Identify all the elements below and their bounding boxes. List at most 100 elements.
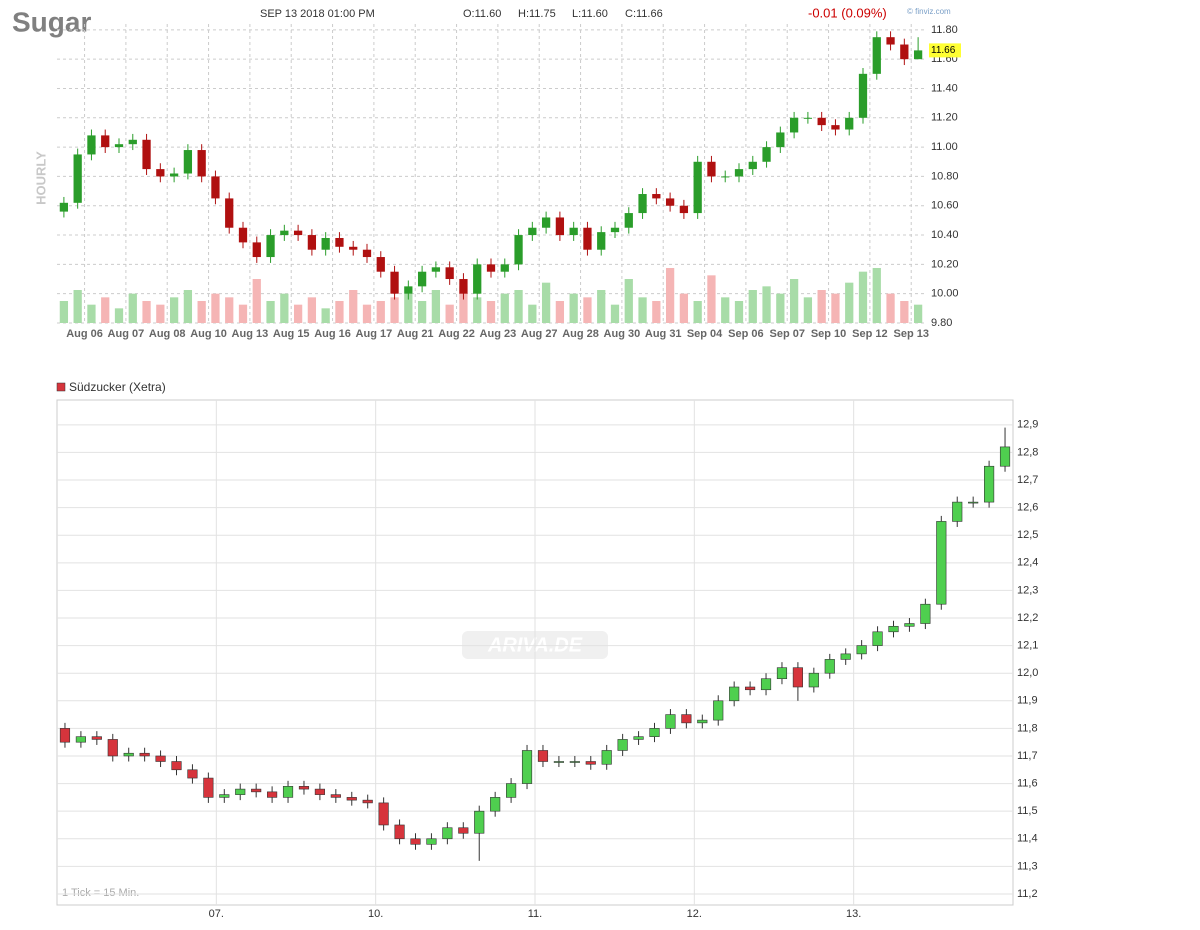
- volume-bar: [128, 293, 137, 323]
- y-tick-label: 11.60: [931, 53, 958, 65]
- volume-bar: [886, 293, 895, 323]
- volume-bar: [748, 290, 757, 323]
- x-tick-label: 13.: [846, 908, 861, 920]
- candle-body: [330, 794, 341, 798]
- volume-bar: [679, 293, 689, 323]
- candle-body: [762, 147, 771, 162]
- volume-bar: [59, 301, 69, 323]
- y-tick-label: 10.40: [931, 229, 959, 241]
- y-tick-label: 12,2: [1017, 612, 1038, 624]
- candle-body: [760, 678, 772, 691]
- x-tick-label: Aug 17: [356, 328, 393, 340]
- y-tick-label: 12,8: [1017, 446, 1038, 458]
- candle-body: [665, 198, 675, 206]
- change: -0.01 (0.09%): [808, 5, 887, 20]
- candle-body: [169, 173, 179, 177]
- last-price-box: [929, 43, 961, 58]
- volume-bar: [431, 290, 441, 323]
- quote-high: H:11.75: [518, 8, 556, 20]
- x-tick-label: 11.: [528, 908, 542, 920]
- y-tick-label: 11,5: [1017, 805, 1038, 817]
- candle-body: [335, 237, 344, 247]
- candle-body: [952, 501, 963, 522]
- candle-body: [555, 217, 565, 236]
- volume-bar: [349, 290, 358, 323]
- volume-bar: [831, 293, 840, 323]
- x-tick-label: Aug 23: [480, 328, 517, 340]
- y-tick-label: 10.20: [931, 258, 959, 270]
- candle-body: [293, 230, 303, 236]
- x-tick-label: Sep 04: [687, 328, 723, 340]
- candle-body: [999, 446, 1011, 467]
- volume-bar: [583, 297, 592, 323]
- candle-body: [410, 838, 421, 845]
- volume-bar: [845, 282, 854, 323]
- candle-body: [858, 73, 868, 118]
- candle-body: [238, 227, 248, 243]
- x-tick-label: Aug 08: [149, 328, 186, 340]
- candle-body: [679, 205, 689, 214]
- candle-body: [649, 728, 660, 737]
- candle-body: [904, 623, 915, 627]
- candle-body: [537, 750, 549, 762]
- volume-bar: [473, 297, 482, 323]
- candle-body: [776, 132, 785, 148]
- candle-body: [156, 169, 165, 177]
- candle-body: [431, 267, 441, 272]
- candle-body: [346, 797, 357, 801]
- volume-bar: [569, 293, 578, 323]
- candle-body: [856, 645, 867, 655]
- note: 1 Tick = 15 Min.: [62, 887, 139, 899]
- candle-body: [211, 176, 220, 199]
- candle-body: [321, 237, 330, 250]
- candle-body: [500, 264, 509, 272]
- volume-bar: [721, 297, 730, 323]
- chart-title: Sugar: [12, 6, 91, 37]
- candle-body: [840, 653, 851, 660]
- x-tick-label: Aug 28: [562, 328, 599, 340]
- volume-bar: [486, 301, 496, 323]
- candle-body: [171, 761, 182, 771]
- y-tick-label: 12,0: [1017, 667, 1038, 679]
- y-tick-label: 11.40: [931, 82, 958, 94]
- volume-bar: [707, 275, 716, 323]
- x-tick-label: 12.: [687, 908, 702, 920]
- volume-bar: [238, 304, 248, 323]
- x-tick-label: Aug 10: [190, 328, 227, 340]
- x-tick-label: Aug 21: [397, 328, 434, 340]
- y-tick-label: 12,7: [1017, 474, 1038, 486]
- candle-body: [128, 139, 137, 145]
- x-tick-label: Aug 22: [438, 328, 475, 340]
- candle-body: [693, 161, 702, 214]
- candle-body: [792, 667, 803, 688]
- candle-body: [486, 264, 496, 272]
- candle-body: [729, 686, 740, 702]
- volume-bar: [293, 304, 303, 323]
- y-tick-label: 12,3: [1017, 584, 1038, 596]
- candle-body: [872, 631, 883, 646]
- candle-body: [569, 227, 578, 236]
- candle-body: [75, 736, 86, 743]
- y-tick-label: 11,2: [1017, 888, 1038, 900]
- x-tick-label: Aug 31: [645, 328, 682, 340]
- candle-body: [362, 799, 373, 804]
- volume-bar: [87, 304, 96, 323]
- candle-body: [886, 37, 895, 45]
- x-tick-label: 10.: [368, 908, 383, 920]
- candle-body: [633, 736, 644, 740]
- candle-body: [114, 144, 124, 148]
- candle-body: [101, 135, 110, 148]
- candle-body: [142, 139, 151, 170]
- candle-body: [601, 750, 612, 765]
- y-tick-label: 11,6: [1017, 777, 1038, 789]
- volume-bar: [624, 279, 633, 323]
- candle-body: [920, 603, 931, 624]
- candle-body: [968, 501, 979, 504]
- candle-body: [569, 761, 580, 763]
- candle-body: [73, 154, 82, 203]
- volume-bar: [597, 290, 606, 323]
- candle-body: [528, 227, 537, 236]
- candle-body: [390, 271, 399, 294]
- candle-body: [266, 235, 275, 258]
- y-tick-label: 11.20: [931, 112, 958, 124]
